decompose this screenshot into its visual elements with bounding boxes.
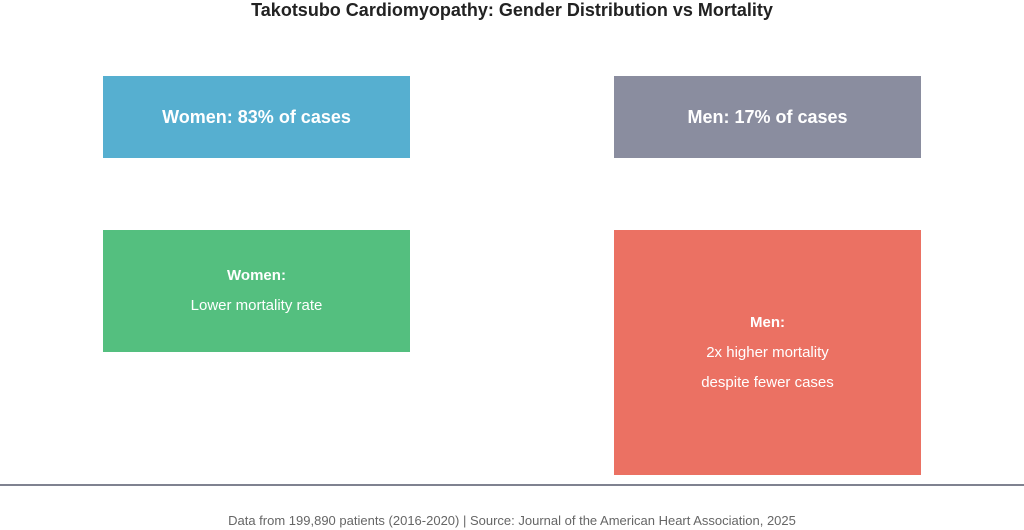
women-cases-label: Women: 83% of cases: [162, 106, 351, 127]
diagram-title: Takotsubo Cardiomyopathy: Gender Distrib…: [251, 0, 773, 20]
men-mortality-text-1: 2x higher mortality: [706, 343, 829, 361]
source-footer: Data from 199,890 patients (2016-2020) |…: [228, 513, 796, 528]
men-mortality-text-2: despite fewer cases: [701, 373, 834, 391]
women-mortality-box: Women: Lower mortality rate: [103, 230, 410, 352]
men-mortality-box: Men: 2x higher mortality despite fewer c…: [614, 230, 921, 475]
women-mortality-heading: Women:: [227, 267, 286, 284]
men-cases-label: Men: 17% of cases: [687, 106, 848, 127]
men-mortality-heading: Men:: [750, 313, 785, 331]
footer-divider: [0, 484, 1024, 486]
women-cases-box: Women: 83% of cases: [103, 76, 410, 158]
women-mortality-text: Lower mortality rate: [190, 297, 323, 314]
men-cases-box: Men: 17% of cases: [614, 76, 921, 158]
